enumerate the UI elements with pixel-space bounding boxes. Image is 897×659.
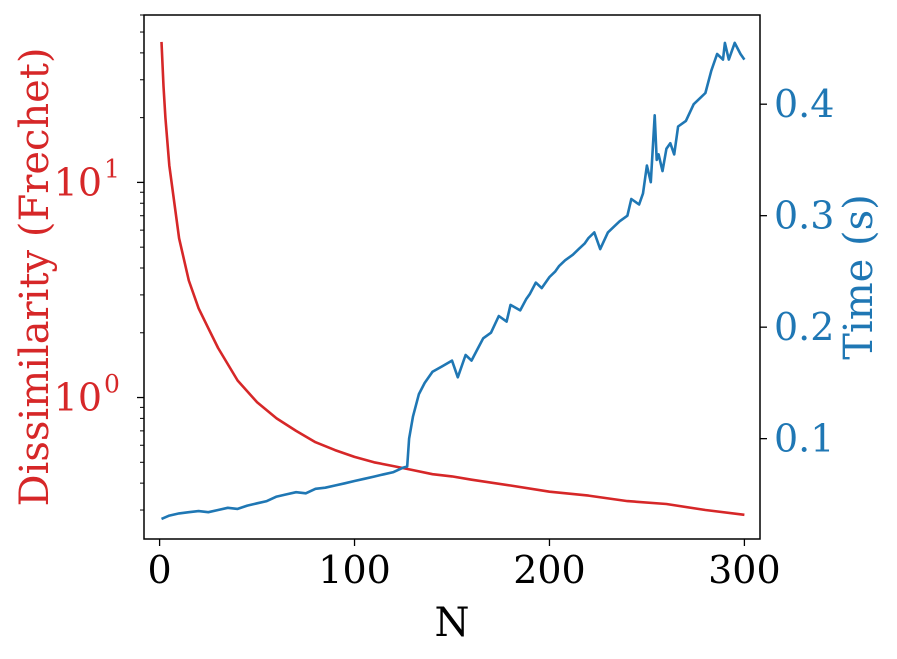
- left-tick-label-exponent: 1: [104, 154, 120, 183]
- axis-ticks: [137, 14, 767, 546]
- plot-frame: [143, 14, 761, 540]
- right-tick-label: 0.1: [774, 417, 834, 461]
- right-tick-label: 0.2: [774, 305, 834, 349]
- x-axis-title: N: [435, 600, 470, 646]
- x-tick-label: 200: [513, 548, 586, 592]
- left-tick-label-exponent: 0: [104, 370, 120, 399]
- plot-series: [160, 41, 746, 521]
- bottom-axis-tick-labels: 0 100 200 300: [148, 548, 781, 592]
- left-axis-title: Dissimilarity (Frechet): [12, 47, 58, 506]
- x-tick-label: 100: [318, 548, 391, 592]
- right-axis-title: Time (s): [836, 194, 882, 360]
- right-tick-label: 0.4: [774, 82, 834, 126]
- time-series-line: [160, 41, 746, 521]
- left-tick-label: 10: [54, 160, 102, 204]
- dissimilarity-series-line: [160, 41, 745, 517]
- x-tick-label: 0: [148, 548, 172, 592]
- right-tick-label: 0.3: [774, 194, 834, 238]
- left-tick-label: 10: [54, 376, 102, 420]
- x-tick-label: 300: [708, 548, 781, 592]
- right-axis-tick-labels: 0.1 0.2 0.3 0.4: [774, 82, 834, 460]
